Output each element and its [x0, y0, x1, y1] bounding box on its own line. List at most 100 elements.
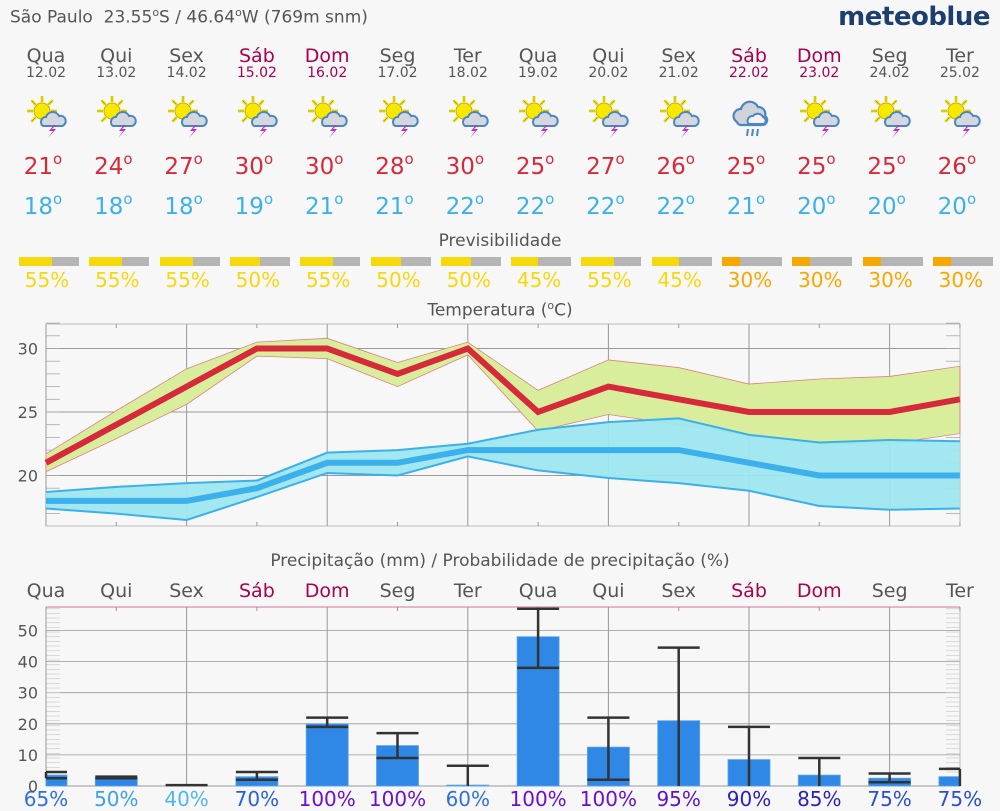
svg-text:0: 0 [28, 777, 38, 796]
latitude-dir: S [159, 7, 170, 28]
precip-probability: 100% [298, 787, 356, 811]
day-name: Dom [796, 45, 842, 67]
day-date: 23.02 [799, 65, 840, 81]
day-name: Ter [453, 45, 482, 67]
day-name: Qui [592, 45, 625, 67]
precip-day-name: Sáb [731, 580, 767, 602]
max-temp-value: 25 [867, 154, 897, 180]
min-temp-value: 22 [515, 194, 546, 220]
day-name: Sáb [239, 45, 275, 67]
day-name: Ter [945, 45, 974, 67]
day-date: 20.02 [588, 65, 629, 81]
predictability-bar [370, 257, 431, 266]
sun-cloud-thunder-icon [659, 96, 703, 140]
latitude: 23.55 [103, 7, 153, 28]
max-temp: 25o [797, 150, 836, 180]
sun-cloud-thunder-icon [378, 96, 422, 140]
day-name: Qua [518, 45, 558, 67]
meteoblue-logo[interactable]: meteoblue [838, 2, 990, 32]
precip-day-name: Qui [592, 580, 625, 602]
max-temp: 30o [234, 150, 274, 180]
day-date: 17.02 [377, 65, 418, 81]
predictability-value: 55% [95, 268, 140, 292]
min-temp-value: 18 [164, 194, 194, 220]
min-temp-value: 19 [234, 194, 264, 220]
day-name: Dom [304, 45, 350, 67]
precip-day-name: Dom [304, 580, 350, 602]
precip-day-name: Sex [169, 580, 204, 602]
min-temp: 18o [94, 190, 133, 220]
day-name: Seg [379, 45, 416, 67]
precip-probability: 60% [445, 787, 491, 811]
max-temp-value: 21 [23, 154, 54, 180]
max-temp-value: 30 [304, 154, 335, 180]
precip-probability: 40% [164, 787, 209, 811]
min-temp-value: 22 [586, 194, 616, 220]
precip-probability: 90% [726, 787, 772, 811]
predictability-title: Previsibilidade [438, 231, 562, 251]
day-date: 13.02 [96, 65, 137, 81]
min-temp: 22o [586, 190, 625, 220]
predictability-bar [722, 257, 782, 266]
sun-cloud-thunder-icon [307, 96, 351, 140]
predictability-bar [792, 257, 853, 266]
max-temp: 28o [375, 150, 414, 180]
min-temp: 20o [797, 190, 836, 220]
precip-day-name: Dom [796, 580, 842, 602]
precip-probability: 50% [94, 787, 139, 811]
temperature-title: Temperatura (oC) [427, 299, 573, 321]
max-temp-value: 27 [164, 154, 194, 180]
longitude: 46.64 [186, 7, 236, 28]
day-date: 15.02 [236, 65, 277, 81]
sun-cloud-thunder-icon [870, 96, 914, 140]
svg-text:25: 25 [18, 403, 38, 422]
min-temp: 20o [937, 190, 977, 220]
day-date: 22.02 [728, 65, 770, 81]
svg-text:20: 20 [18, 715, 38, 734]
predictability-bar [862, 257, 923, 266]
day-name: Qua [26, 45, 66, 67]
sun-cloud-thunder-icon [96, 96, 140, 140]
svg-text:20: 20 [18, 467, 38, 486]
max-temp-value: 25 [726, 154, 757, 180]
longitude-dir: W [241, 7, 259, 28]
precip-probability: 65% [23, 787, 69, 811]
predictability-value: 45% [657, 268, 702, 292]
max-temp: 30o [304, 150, 344, 180]
max-temp: 30o [445, 150, 485, 180]
precip-day-name: Qua [26, 580, 66, 602]
day-date: 21.02 [658, 65, 699, 81]
predictability-value: 55% [24, 268, 70, 292]
max-temp-value: 28 [375, 154, 405, 180]
min-temp-value: 22 [656, 194, 686, 220]
precip-day-name: Sáb [239, 580, 275, 602]
day-date: 14.02 [166, 65, 207, 81]
min-temp-value: 21 [375, 194, 405, 220]
day-date: 16.02 [307, 65, 348, 81]
sun-cloud-thunder-icon [448, 96, 492, 140]
min-temp-value: 21 [726, 194, 757, 220]
predictability-value: 30% [868, 268, 913, 292]
day-name: Qui [100, 45, 133, 67]
predictability-bar [300, 257, 361, 266]
predictability-bar [440, 257, 501, 266]
location-name: São Paulo [10, 7, 93, 28]
precip-day-name: Ter [453, 580, 482, 602]
max-temp-value: 30 [445, 154, 475, 180]
predictability-value: 50% [235, 268, 281, 292]
day-date: 24.02 [869, 65, 910, 81]
min-temp: 18o [164, 190, 203, 220]
min-temp-value: 18 [94, 194, 124, 220]
predictability-value: 30% [798, 268, 843, 292]
max-temp-value: 26 [656, 154, 686, 180]
svg-text:40: 40 [18, 653, 38, 672]
max-temp-value: 24 [94, 154, 124, 180]
predictability-bar [581, 257, 642, 266]
max-temp-value: 27 [586, 154, 616, 180]
day-name: Seg [871, 45, 908, 67]
precip-probability: 100% [509, 787, 567, 811]
predictability-value: 55% [587, 268, 632, 292]
max-temp: 26o [937, 150, 977, 180]
precip-probability: 75% [937, 787, 983, 811]
